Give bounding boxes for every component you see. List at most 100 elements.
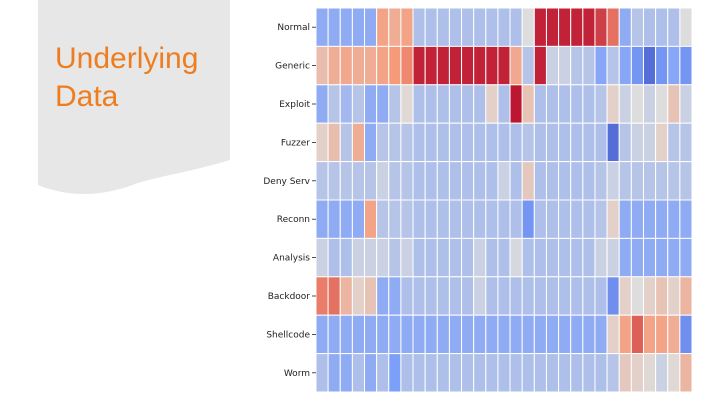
heatmap-cell — [448, 45, 463, 86]
heatmap-cell — [570, 45, 584, 86]
heatmap-cell — [448, 161, 463, 201]
heatmap-cell — [606, 314, 620, 355]
heatmap-cell — [533, 84, 547, 124]
heatmap-cell — [315, 276, 329, 316]
heatmap-cell — [655, 314, 669, 355]
heatmap-cell — [630, 353, 644, 393]
heatmap-cell — [315, 161, 329, 201]
heatmap-cell — [339, 276, 353, 316]
heatmap-cell — [327, 237, 341, 278]
heatmap-cell — [436, 199, 450, 239]
heatmap-cell — [376, 353, 390, 393]
y-tick-label: Exploit — [279, 100, 310, 110]
heatmap-cell — [667, 199, 681, 239]
heatmap-cell — [473, 314, 487, 355]
heatmap-cell — [570, 199, 584, 239]
heatmap-cell — [570, 84, 584, 124]
heatmap-cell — [327, 353, 341, 393]
heatmap-cell — [497, 84, 511, 124]
heatmap-cell — [376, 84, 390, 124]
heatmap-cell — [667, 84, 681, 124]
heatmap-cell — [630, 199, 644, 239]
heatmap-cell — [570, 161, 584, 201]
heatmap-cell — [376, 7, 390, 47]
heatmap-cell — [655, 161, 669, 201]
heatmap-cell — [594, 122, 608, 163]
heatmap-cell — [545, 237, 560, 278]
heatmap-cell — [448, 353, 463, 393]
heatmap-cell — [364, 237, 378, 278]
heatmap-cell — [521, 276, 535, 316]
heatmap-cell — [509, 314, 523, 355]
heatmap-cell — [448, 122, 463, 163]
heatmap-cell — [533, 45, 547, 86]
heatmap-cell — [582, 314, 596, 355]
heatmap-cell — [606, 7, 620, 47]
heatmap-cell — [545, 161, 560, 201]
heatmap-cell — [582, 84, 596, 124]
heatmap-cell — [448, 84, 463, 124]
heatmap-cell — [509, 45, 523, 86]
heatmap-cell — [533, 199, 547, 239]
heatmap-cell — [606, 199, 620, 239]
heatmap-cell — [509, 237, 523, 278]
heatmap-cell — [497, 45, 511, 86]
heatmap-cell — [679, 161, 693, 201]
heatmap-cell — [521, 314, 535, 355]
heatmap-cell — [448, 237, 463, 278]
heatmap-cell — [400, 199, 414, 239]
y-tick-label: Backdoor — [268, 292, 311, 302]
y-tick-label: Generic — [275, 62, 310, 72]
heatmap-cell — [461, 199, 475, 239]
heatmap-cell — [461, 84, 475, 124]
heatmap-cell — [436, 45, 450, 86]
heatmap-cell — [364, 122, 378, 163]
heatmap-cell — [558, 45, 572, 86]
heatmap-cell — [424, 7, 438, 47]
heatmap-cell — [606, 237, 620, 278]
heatmap-cell — [594, 353, 608, 393]
heatmap-cell — [667, 314, 681, 355]
y-tick-label: Fuzzer — [281, 138, 310, 148]
heatmap-cell — [364, 161, 378, 201]
heatmap-cell — [630, 122, 644, 163]
heatmap-cell — [679, 45, 693, 86]
heatmap-cell — [485, 199, 499, 239]
heatmap-cell — [545, 7, 560, 47]
heatmap-cell — [364, 314, 378, 355]
heatmap-cell — [485, 237, 499, 278]
heatmap-cell — [570, 7, 584, 47]
heatmap-cell — [461, 45, 475, 86]
heatmap-cell — [424, 353, 438, 393]
heatmap-cell — [618, 353, 632, 393]
heatmap-cell — [436, 237, 450, 278]
heatmap-cell — [400, 45, 414, 86]
heatmap-cell — [558, 314, 572, 355]
heatmap-cell — [570, 122, 584, 163]
heatmap-cell — [497, 7, 511, 47]
heatmap-cell — [400, 122, 414, 163]
y-tick-label: Analysis — [273, 254, 310, 264]
heatmap-cell — [351, 161, 366, 201]
heatmap-cell — [388, 237, 402, 278]
heatmap-cell — [667, 7, 681, 47]
heatmap-cell — [388, 199, 402, 239]
heatmap-cell — [509, 122, 523, 163]
heatmap-cell — [558, 122, 572, 163]
heatmap-cell — [606, 84, 620, 124]
heatmap-cell — [400, 161, 414, 201]
heatmap-cell — [388, 314, 402, 355]
heatmap-cell — [412, 314, 426, 355]
heatmap-cell — [497, 161, 511, 201]
heatmap-cell — [364, 276, 378, 316]
heatmap-cell — [339, 84, 353, 124]
heatmap-cell — [642, 237, 657, 278]
heatmap-cell — [545, 45, 560, 86]
heatmap-cell — [667, 353, 681, 393]
heatmap-cell — [412, 237, 426, 278]
heatmap-cell — [339, 353, 353, 393]
heatmap-cell — [412, 84, 426, 124]
heatmap-cell — [509, 84, 523, 124]
heatmap-cell — [461, 122, 475, 163]
